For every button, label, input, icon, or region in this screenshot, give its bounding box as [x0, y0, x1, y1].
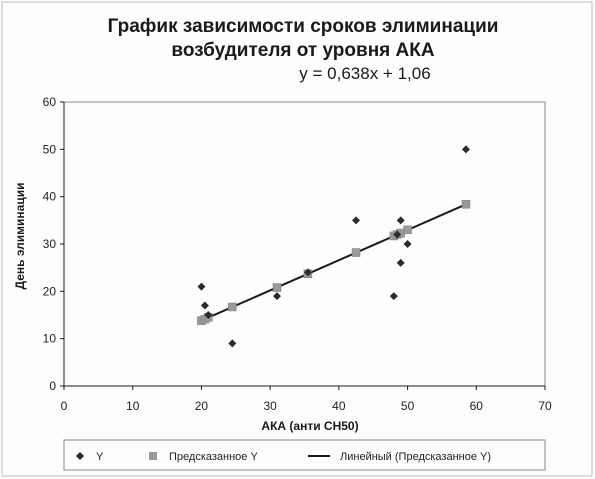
legend-box — [63, 439, 546, 471]
observed-point — [200, 301, 209, 310]
y-tick-label: 50 — [43, 142, 57, 156]
y-axis-title: День элиминации — [13, 183, 27, 290]
observed-series-layer — [197, 145, 470, 348]
x-tick-label: 10 — [126, 399, 140, 413]
predicted-point — [461, 199, 471, 209]
chart-title-line-2: возбудителя от уровня АКА — [171, 40, 434, 61]
y-tick-label: 20 — [43, 284, 57, 298]
observed-point — [403, 240, 412, 248]
y-tick-label: 60 — [43, 95, 57, 109]
x-tick-label: 20 — [195, 399, 209, 413]
y-tick-label: 30 — [43, 237, 57, 251]
y-tick-label: 40 — [43, 190, 57, 204]
observed-point — [352, 216, 361, 225]
trendline-layer — [201, 203, 467, 322]
observed-point — [396, 258, 405, 267]
legend-label-trendline: Линейный (Предсказанное Y) — [340, 451, 491, 463]
observed-point — [393, 230, 402, 239]
y-axis-ticks: 0 10 20 30 40 50 60 — [43, 95, 64, 393]
x-tick-label: 30 — [263, 399, 277, 413]
observed-point — [396, 216, 405, 225]
x-tick-label: 60 — [470, 399, 484, 413]
observed-point — [461, 145, 470, 154]
y-tick-label: 0 — [49, 379, 56, 393]
x-tick-label: 70 — [538, 399, 552, 413]
legend-label-y: Y — [96, 451, 104, 463]
predicted-point — [228, 302, 237, 312]
regression-equation: y = 0,638x + 1,06 — [299, 64, 430, 83]
chart-title-line-1: График зависимости сроков элиминации — [108, 16, 499, 37]
observed-point — [389, 292, 398, 301]
legend-label-predicted: Предсказанное Y — [169, 451, 258, 463]
observed-point — [204, 311, 213, 319]
trendline — [201, 203, 467, 322]
observed-point — [228, 339, 237, 348]
predicted-point — [403, 225, 412, 235]
x-tick-label: 40 — [332, 399, 346, 413]
observed-point — [273, 292, 282, 301]
observed-point — [197, 282, 206, 291]
x-tick-label: 50 — [401, 399, 415, 413]
x-axis-ticks: 0 10 20 30 40 50 60 70 — [61, 386, 552, 413]
x-tick-label: 0 — [61, 399, 68, 413]
x-axis-title: АКА (анти СН50) — [261, 419, 358, 433]
predicted-point — [272, 283, 282, 292]
predicted-point — [351, 248, 361, 257]
legend-marker-predicted — [149, 452, 157, 460]
y-tick-label: 10 — [43, 332, 57, 346]
observed-point — [303, 268, 312, 277]
legend-marker-y — [76, 452, 84, 460]
